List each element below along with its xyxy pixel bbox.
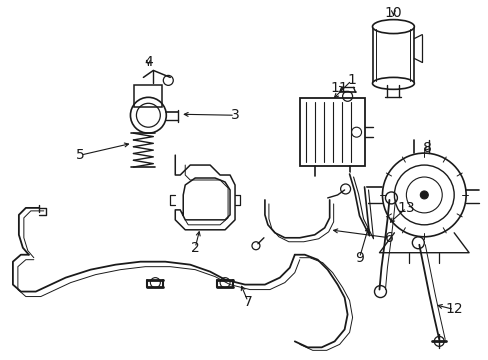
Bar: [299, 98, 364, 166]
Ellipse shape: [372, 77, 413, 89]
Text: 9: 9: [354, 251, 363, 265]
Text: 3: 3: [230, 108, 239, 122]
Text: 10: 10: [384, 6, 402, 20]
Text: 2: 2: [190, 241, 199, 255]
Text: 7: 7: [243, 294, 252, 309]
Ellipse shape: [372, 20, 413, 33]
Bar: [134, 85, 162, 107]
Circle shape: [420, 191, 427, 199]
Text: 4: 4: [143, 55, 152, 69]
Text: 8: 8: [422, 141, 431, 155]
Bar: [372, 27, 413, 84]
Text: 6: 6: [384, 231, 393, 245]
Text: 13: 13: [397, 201, 414, 215]
Text: 5: 5: [76, 148, 85, 162]
Text: 1: 1: [346, 73, 355, 87]
Text: 11: 11: [330, 81, 348, 95]
Text: 12: 12: [445, 302, 462, 316]
